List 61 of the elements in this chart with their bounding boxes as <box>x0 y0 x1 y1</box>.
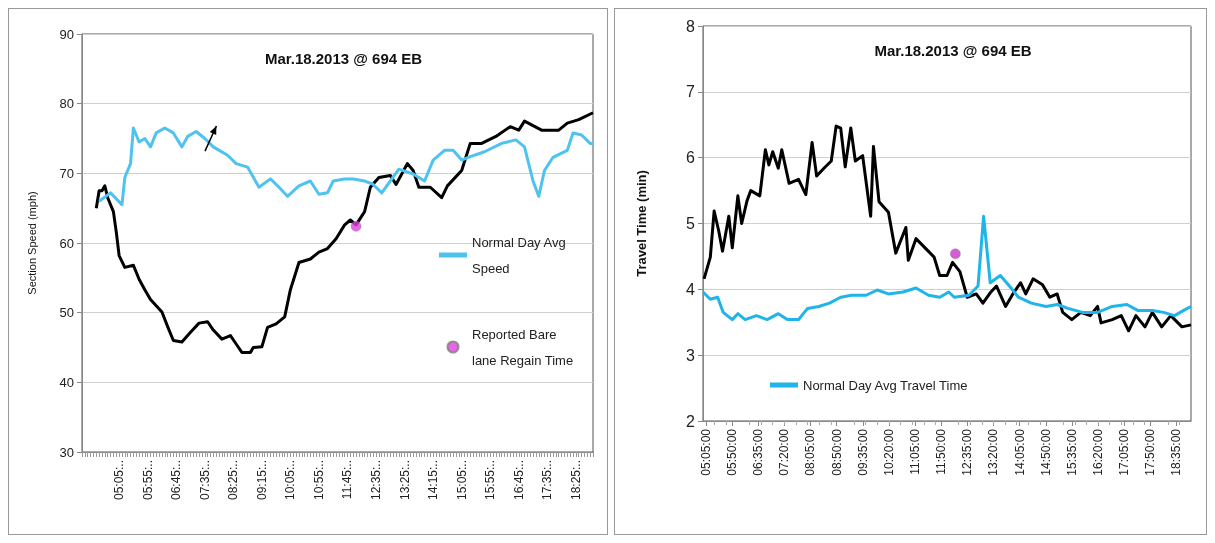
x-tick-label: 10:05:.. <box>283 460 298 501</box>
x-tick-label: 10:55:.. <box>311 460 326 501</box>
x-tick-label: 14:05:00 <box>1012 428 1027 476</box>
x-tick-label: 13:20:00 <box>986 428 1001 476</box>
x-tick-label: 05:50:00 <box>725 428 740 476</box>
x-tick-label: 11:05:00 <box>908 428 923 475</box>
x-tick-label: 12:35:.. <box>369 460 384 501</box>
line-series <box>702 124 1193 333</box>
y-tick-label: 2 <box>686 412 696 430</box>
y-tick-label: 30 <box>59 444 74 460</box>
x-tick-label: 08:05:00 <box>803 428 818 476</box>
y-tick-label: 7 <box>686 83 696 101</box>
y-tick-label: 5 <box>686 215 696 232</box>
line-series <box>701 214 1193 322</box>
x-tick-label: 05:05:.. <box>112 460 127 501</box>
x-tick-label: 12:35:00 <box>960 428 975 476</box>
x-tick-label: 09:35:00 <box>855 428 870 476</box>
x-tick-label: 05:55:.. <box>140 460 155 501</box>
x-tick-label: 07:35:.. <box>197 460 212 501</box>
y-tick-label: 3 <box>686 346 696 364</box>
y-tick-label: 4 <box>686 280 696 298</box>
y-tick-label: 40 <box>59 374 74 390</box>
x-tick-label: 08:50:00 <box>829 428 844 476</box>
x-tick-label: 13:25:.. <box>397 460 412 501</box>
x-tick-label: 15:55:.. <box>483 460 498 501</box>
y-tick-label: 8 <box>686 17 696 35</box>
x-tick-label: 11:45:.. <box>340 460 355 500</box>
x-tick-label: 11:50:00 <box>934 428 949 475</box>
legend-label: Normal Day Avg Travel Time <box>803 377 968 393</box>
y-tick-label: 90 <box>59 26 74 42</box>
x-tick-label: 15:05:.. <box>454 460 469 501</box>
y-tick-label: 6 <box>686 149 696 167</box>
y-tick-label: 70 <box>59 165 74 181</box>
legend-label: Normal Day Avg Speed <box>472 234 570 276</box>
line-series <box>94 111 595 354</box>
y-tick-label: 60 <box>59 235 74 251</box>
x-tick-label: 18:25:.. <box>568 460 583 501</box>
x-tick-label: 17:35:.. <box>540 460 555 501</box>
x-tick-label: 18:35:00 <box>1169 428 1184 476</box>
x-tick-label: 06:45:.. <box>169 460 184 501</box>
y-tick-label: 50 <box>59 305 74 321</box>
x-tick-label: 17:05:00 <box>1117 428 1132 476</box>
y-axis-title: Travel Time (min) <box>634 170 649 277</box>
legend-label: Reported Bare lane Regain Time <box>472 326 574 368</box>
text: Mar.18.2013 @ 694 EB <box>874 42 1032 59</box>
x-tick-label: 07:20:00 <box>777 428 792 476</box>
x-tick-label: 15:35:00 <box>1064 428 1079 476</box>
line-series <box>97 126 595 207</box>
x-tick-label: 08:25:.. <box>226 460 241 501</box>
x-tick-label: 17:50:00 <box>1143 428 1158 476</box>
x-tick-label: 14:15:.. <box>426 460 441 501</box>
x-tick-label: 16:45:.. <box>511 460 526 501</box>
x-tick-label: 05:05:00 <box>698 428 713 476</box>
x-tick-label: 09:15:.. <box>254 460 269 501</box>
x-tick-label: 16:20:00 <box>1091 428 1106 476</box>
y-tick-label: 80 <box>59 96 74 112</box>
text: Mar.18.2013 @ 694 EB <box>264 50 423 67</box>
y-axis-title: Section Speed (mph) <box>25 191 38 295</box>
x-tick-label: 10:20:00 <box>881 428 896 476</box>
x-tick-label: 06:35:00 <box>751 428 766 476</box>
x-tick-label: 14:50:00 <box>1038 428 1053 476</box>
